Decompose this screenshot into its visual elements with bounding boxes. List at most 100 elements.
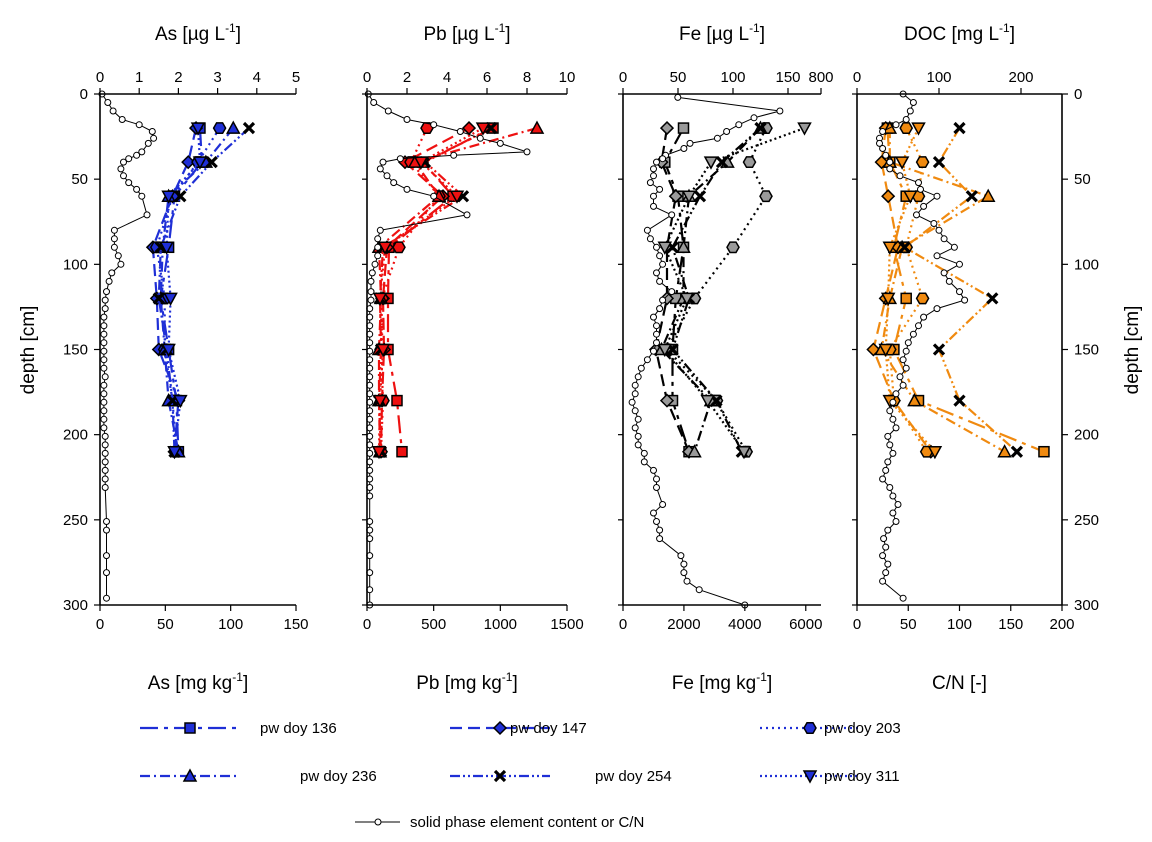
solid-point-fe-48	[653, 475, 660, 483]
solid-point-fe-27	[659, 296, 667, 304]
series-line-as-3	[155, 127, 221, 452]
solid-point-fe-16	[650, 192, 657, 200]
solid-point-doc-22	[950, 243, 958, 251]
legend-marker-6	[802, 770, 818, 784]
bottom-tick-label-2-0: 0	[619, 616, 627, 633]
point-doc-s4-8	[997, 444, 1012, 458]
solid-point-fe-23	[659, 260, 667, 268]
solid-point-pb-20	[374, 235, 382, 243]
solid-point-as-23	[117, 260, 125, 268]
solid-point-fe-49	[653, 484, 660, 491]
solid-point-doc-35	[899, 356, 907, 364]
solid-point-as-36	[101, 373, 109, 381]
solid-point-as-7	[150, 134, 158, 142]
series-line-as-6	[165, 128, 202, 452]
point-fe-s6-5	[679, 292, 695, 306]
top-tick-label-0-2: 2	[174, 69, 182, 86]
solid-point-doc-29	[933, 305, 941, 313]
point-fe-s3-2	[742, 156, 757, 169]
solid-point-as-31	[100, 330, 108, 338]
solid-point-fe-10	[659, 155, 667, 163]
solid-point-doc-3	[906, 107, 914, 115]
point-fe-s2-1	[659, 121, 675, 136]
solid-point-as-12	[120, 158, 127, 166]
solid-point-as-46	[101, 458, 109, 466]
point-as-s6-8	[167, 445, 182, 460]
depth-tick-label-right-3: 150	[1074, 342, 1099, 359]
solid-point-doc-48	[882, 466, 890, 474]
solid-point-fe-28	[656, 305, 664, 313]
solid-point-doc-41	[886, 407, 894, 415]
legend-marker-1	[184, 722, 196, 734]
solid-point-as-47	[101, 466, 109, 474]
solid-point-doc-13	[896, 172, 904, 180]
bottom-axis-title-doc: C/N [-]	[932, 673, 987, 694]
solid-point-doc-6	[879, 128, 887, 135]
solid-point-doc-53	[889, 509, 897, 517]
solid-point-as-42	[100, 424, 108, 432]
solid-point-doc-61	[879, 577, 887, 585]
bottom-tick-label-3-0: 0	[853, 616, 861, 633]
solid-point-doc-40	[889, 398, 897, 406]
solid-point-as-34	[100, 356, 108, 364]
top-tick-label-2-0: 0	[619, 69, 627, 86]
legend-marker-5	[493, 769, 507, 783]
solid-point-as-24	[108, 269, 116, 277]
depth-axis-title-right: depth [cm]	[1122, 306, 1143, 395]
solid-point-as-32	[100, 339, 108, 347]
series-line-as-2	[151, 127, 198, 452]
solid-point-as-22	[114, 252, 122, 260]
solid-point-fe-12	[650, 165, 657, 173]
legend-label-5: pw doy 254	[595, 768, 672, 785]
legend-solid-label: solid phase element content or C/N	[410, 814, 644, 831]
point-doc-s2-3	[881, 189, 896, 204]
solid-point-doc-19	[930, 220, 938, 227]
solid-point-as-17	[138, 192, 146, 200]
depth-tick-label-right-2: 100	[1074, 256, 1099, 273]
solid-point-as-3	[109, 107, 117, 115]
depth-tick-label-left-5: 250	[63, 512, 88, 529]
solid-point-as-10	[133, 151, 141, 159]
solid-point-doc-52	[894, 501, 902, 508]
solid-point-fe-53	[656, 526, 664, 534]
legend-item-1: pw doy 136	[140, 720, 337, 737]
point-doc-s5-8	[1010, 445, 1024, 458]
top-tick-label-1-3: 6	[483, 69, 491, 86]
solid-point-pb-5	[430, 121, 438, 129]
bottom-tick-label-1-0: 0	[363, 616, 371, 633]
bottom-tick-label-2-1: 2000	[667, 616, 700, 633]
depth-tick-label-right-6: 300	[1074, 597, 1099, 614]
solid-point-doc-54	[892, 518, 900, 525]
solid-point-doc-44	[884, 432, 892, 440]
legend-solid-marker	[374, 818, 382, 826]
solid-point-doc-30	[920, 313, 928, 321]
top-tick-label-2-1: 50	[670, 69, 687, 86]
series-line-fe-6	[663, 127, 805, 453]
solid-point-as-9	[138, 148, 146, 156]
panel-fe	[628, 93, 812, 609]
legend-item-2: pw doy 147	[450, 720, 587, 737]
point-doc-s5-2	[932, 156, 946, 169]
solid-point-pb-16	[403, 185, 411, 193]
solid-point-fe-51	[650, 509, 657, 517]
top-tick-label-1-0: 0	[363, 69, 371, 86]
point-pb-s4-1	[529, 120, 545, 134]
solid-point-doc-5	[892, 121, 900, 129]
solid-point-pb-19	[376, 226, 384, 234]
solid-point-pb-4	[403, 116, 411, 123]
point-pb-s6-5	[372, 292, 388, 306]
bottom-tick-label-3-3: 150	[998, 616, 1023, 633]
top-tick-label-1-1: 2	[403, 69, 411, 86]
top-axis-title-doc: DOC [mg L-1]	[904, 21, 1015, 45]
point-fe-s6-3	[681, 190, 697, 204]
top-tick-label-0-5: 5	[292, 69, 300, 86]
solid-point-doc-27	[956, 288, 963, 296]
top-tick-label-1-5: 10	[559, 69, 576, 86]
solid-point-doc-4	[902, 116, 910, 123]
solid-point-doc-39	[892, 390, 900, 398]
solid-point-doc-60	[882, 569, 890, 577]
depth-tick-label-left-0: 0	[80, 86, 88, 103]
solid-point-fe-22	[656, 252, 664, 260]
solid-point-doc-45	[886, 441, 894, 449]
solid-point-doc-43	[892, 424, 900, 432]
